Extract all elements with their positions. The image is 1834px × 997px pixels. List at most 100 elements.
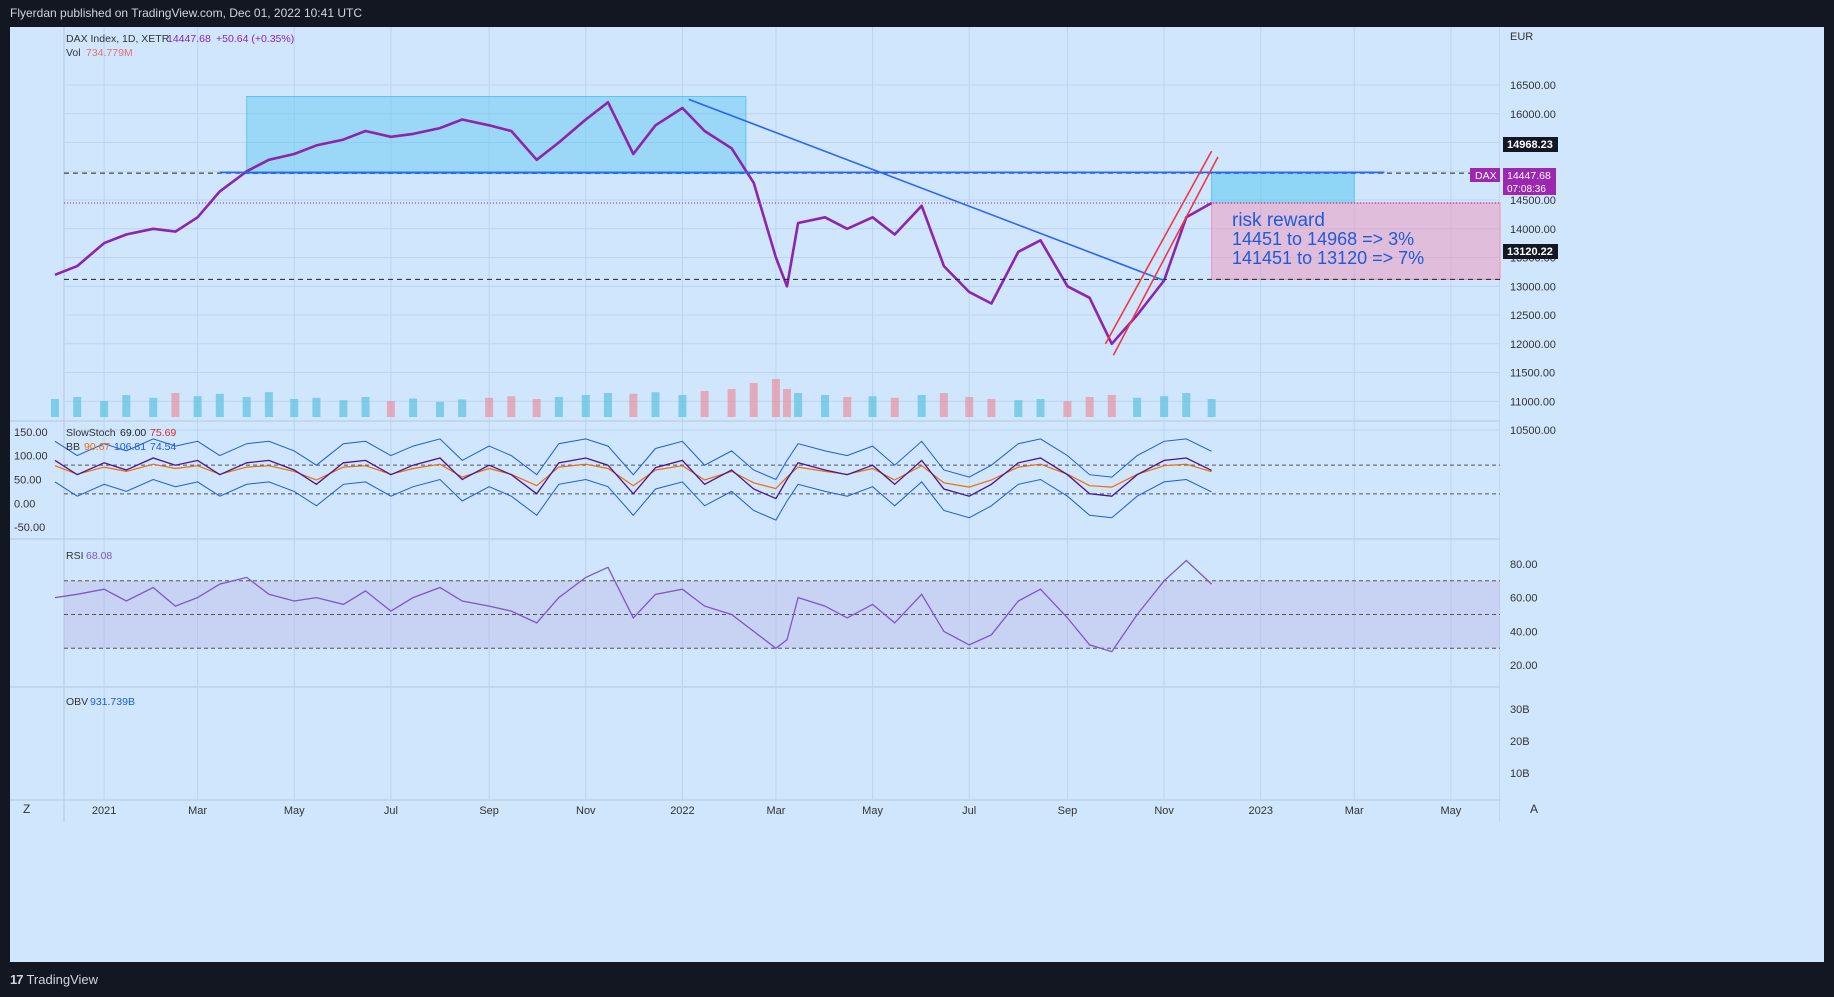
volume-bar (1085, 397, 1094, 417)
volume-bar (1133, 397, 1142, 417)
vol-legend-label: Vol (66, 47, 81, 59)
volume-bar (149, 397, 158, 417)
chart-svg[interactable]: 16500.0016000.0015500.0015000.0014500.00… (10, 27, 1824, 962)
upper-level-badge (1503, 137, 1558, 152)
volume-bar (1014, 400, 1023, 417)
annotation-upside[interactable]: 14451 to 14968 => 3% (1232, 229, 1414, 249)
obv-legend-value: 931.739B (90, 696, 135, 708)
zoom-toggle-left[interactable]: Z (23, 802, 30, 816)
tradingview-logo-icon: 17 (10, 972, 24, 987)
rsi-tick-label: 80.00 (1510, 559, 1538, 571)
volume-bar (122, 395, 131, 417)
volume-bar (794, 393, 803, 417)
volume-bar (603, 393, 612, 417)
stoch-k-line (54, 457, 1212, 500)
price-tick-label: 13000.00 (1510, 281, 1556, 293)
rsi-tick-label: 20.00 (1510, 660, 1538, 672)
volume-bar (242, 397, 251, 417)
volume-bar (73, 397, 82, 417)
bb-legend-lower: 74.54 (150, 441, 176, 453)
volume-bar (312, 397, 321, 417)
volume-bar (1207, 399, 1216, 417)
volume-bar (939, 393, 948, 417)
volume-bar (1160, 396, 1169, 417)
volume-bar (651, 392, 660, 417)
time-tick-label: May (862, 805, 883, 817)
price-tick-label: 12000.00 (1510, 339, 1556, 351)
last-price-legend: 14447.68 (167, 33, 211, 45)
time-tick-label: Sep (1058, 805, 1078, 817)
downtrend-line[interactable] (688, 98, 1165, 282)
volume-bar (868, 396, 877, 417)
volume-bar (264, 392, 273, 417)
bb-legend-basis: 90.67 (84, 441, 110, 453)
stoch-tick-label: 50.00 (14, 475, 42, 487)
bb-lower-band (54, 478, 1212, 521)
risk-zone[interactable] (1211, 202, 1501, 280)
volume-bar (917, 395, 926, 417)
volume-bar (215, 393, 224, 417)
bb-legend-upper: 106.81 (114, 441, 146, 453)
tradingview-brand[interactable]: 17 TradingView (10, 972, 98, 987)
price-tick-label: 11500.00 (1510, 368, 1555, 380)
volume-bar (193, 396, 202, 417)
time-tick-label: Nov (576, 805, 596, 817)
price-tick-label: 12500.00 (1510, 310, 1556, 322)
obv-tick-label: 30B (1510, 704, 1530, 716)
time-tick-label: Mar (1345, 805, 1364, 817)
rsi-legend-name: RSI (66, 550, 84, 562)
auto-scale-toggle[interactable]: A (1530, 802, 1538, 816)
volume-bar (1036, 399, 1045, 417)
upper-level-badge-text: 14968.23 (1507, 139, 1553, 151)
time-tick-label: 2023 (1249, 805, 1273, 817)
volume-bar (485, 397, 494, 417)
time-tick-label: 2021 (92, 805, 116, 817)
volume-bar (436, 401, 445, 417)
volume-bar (890, 397, 899, 417)
channel-lower-line[interactable] (1112, 156, 1219, 356)
volume-bar (532, 399, 541, 417)
volume-bar (171, 393, 180, 417)
volume-bar (339, 400, 348, 417)
publish-header: Flyerdan published on TradingView.com, D… (0, 0, 1834, 27)
channel-upper-line[interactable] (1104, 150, 1213, 345)
target-zone[interactable] (1211, 172, 1355, 204)
price-tick-label: 10500.00 (1510, 425, 1556, 437)
chart-canvas[interactable]: 16500.0016000.0015500.0015000.0014500.00… (10, 27, 1824, 962)
rsi-tick-label: 60.00 (1510, 593, 1538, 605)
volume-bar (458, 399, 467, 417)
stoch-tick-label: -50.00 (14, 522, 45, 534)
volume-bar (386, 401, 395, 417)
annotation-risk-reward[interactable]: risk reward (1232, 210, 1325, 231)
lower-level-badge-text: 13120.22 (1507, 246, 1553, 258)
time-tick-label: Mar (188, 805, 207, 817)
price-badge (1503, 168, 1556, 195)
symbol-badge (1470, 168, 1500, 182)
change-legend: +50.64 (+0.35%) (216, 33, 294, 45)
stoch-tick-label: 0.00 (14, 498, 35, 510)
lower-level-badge (1503, 244, 1558, 259)
consolidation-zone[interactable] (246, 96, 747, 175)
volume-bar (290, 399, 299, 417)
time-tick-label: Nov (1154, 805, 1174, 817)
bb-basis-line (54, 463, 1212, 490)
obv-tick-label: 20B (1510, 736, 1530, 748)
volume-bar (821, 395, 830, 417)
stoch-legend-name: SlowStoch (66, 427, 116, 439)
rsi-line (54, 559, 1213, 653)
symbol-legend: DAX Index, 1D, XETR (66, 33, 170, 45)
stoch-tick-label: 150.00 (14, 427, 48, 439)
obv-tick-label: 10B (1510, 768, 1530, 780)
annotation-downside[interactable]: 141451 to 13120 => 7% (1232, 248, 1424, 268)
volume-bar (771, 379, 780, 417)
price-tick-label: 14000.00 (1510, 224, 1556, 236)
time-tick-label: Sep (479, 805, 499, 817)
volume-bar (51, 399, 59, 417)
obv-legend-name: OBV (66, 696, 88, 708)
stoch-tick-label: 100.00 (14, 451, 48, 463)
price-series-line[interactable] (54, 101, 1213, 346)
bb-legend-name: BB (66, 441, 80, 453)
currency-label: EUR (1510, 31, 1533, 43)
volume-bar (507, 396, 516, 417)
bb-upper-band (54, 438, 1212, 481)
